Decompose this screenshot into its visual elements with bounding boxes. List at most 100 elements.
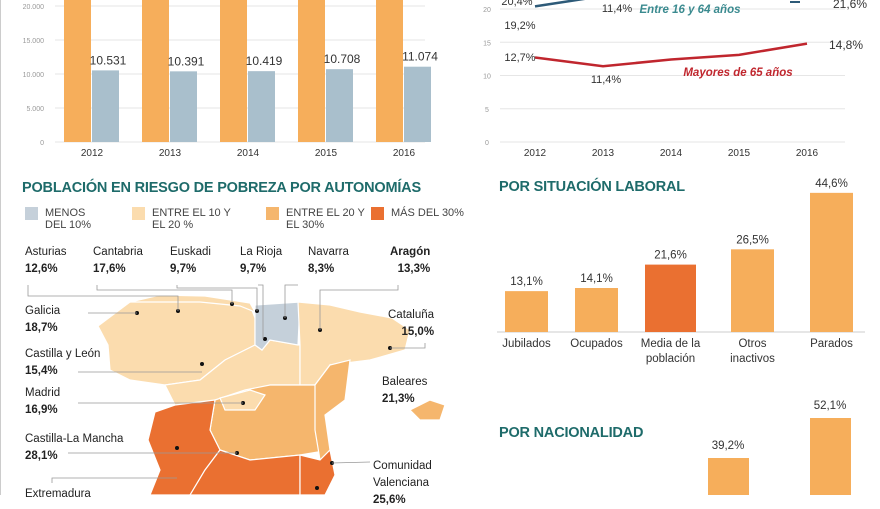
- map-point: [263, 337, 267, 341]
- region-value: 9,7%: [170, 263, 197, 275]
- x-tick-label: 2013: [159, 148, 182, 159]
- region-name: Castilla y León: [25, 348, 101, 360]
- legend-swatch: [266, 207, 279, 220]
- region-value: 18,7%: [25, 322, 58, 334]
- legend-swatch: [132, 207, 145, 220]
- map-region: [314, 359, 351, 462]
- data-label: 20,4%: [501, 0, 532, 8]
- bar-orange: [142, 0, 169, 142]
- leader-line: [51, 477, 177, 483]
- data-label: 39,2%: [712, 440, 745, 452]
- x-tick-label: 2014: [660, 148, 683, 159]
- map-point: [315, 486, 319, 490]
- region-name: Asturias: [25, 246, 67, 258]
- x-tick-label: 2012: [524, 148, 547, 159]
- region-label: Navarra 8,3%: [308, 244, 349, 278]
- nacionalidad-title: POR NACIONALIDAD: [499, 425, 644, 441]
- x-category-label: inactivos: [730, 353, 775, 365]
- series-label-mayores-65: Mayores de 65 años: [683, 67, 792, 79]
- region-value: 21,3%: [382, 393, 415, 405]
- region-value: 9,7%: [240, 263, 267, 275]
- series-label-16-64: Entre 16 y 64 años: [640, 4, 741, 16]
- x-tick-label: 2016: [796, 148, 819, 159]
- region-name: Baleares: [382, 376, 428, 388]
- data-label: 52,1%: [814, 400, 847, 412]
- data-label: 10.708: [324, 52, 361, 66]
- y-tick-label: 5: [485, 107, 489, 114]
- region-name: Cataluña: [388, 309, 435, 321]
- region-value: 8,3%: [308, 263, 335, 275]
- frame-border: [0, 0, 1, 495]
- x-category-label: Parados: [810, 338, 853, 350]
- leader-line: [96, 285, 233, 304]
- region-label: Castilla y León 15,4%: [25, 346, 100, 380]
- x-tick-label: 2015: [728, 148, 751, 159]
- region-label: Madrid 16,9%: [25, 385, 60, 419]
- region-value: 13,3%: [397, 263, 431, 275]
- data-label: 10.419: [246, 54, 283, 68]
- y-tick-label: 5.000: [26, 106, 44, 113]
- region-label: Comunidad Valenciana 25,6%: [373, 458, 443, 509]
- region-name: Extremadura: [25, 488, 91, 500]
- bar-blue: [92, 70, 119, 142]
- region-label: Castilla-La Mancha 28,1%: [25, 431, 123, 465]
- bar-blue: [170, 71, 197, 142]
- legend-swatch: [25, 207, 38, 220]
- x-category-label: Otros: [738, 338, 766, 350]
- leader-line: [176, 285, 258, 311]
- map-region: [219, 389, 266, 411]
- bar-orange: [64, 0, 91, 142]
- x-category-label: Ocupados: [570, 338, 623, 350]
- region-label: Asturias 12,6%: [25, 244, 67, 278]
- x-tick-label: 2016: [393, 148, 416, 159]
- leader-line: [27, 285, 179, 311]
- y-tick-label: 15: [483, 40, 491, 47]
- region-label: Cataluña 15,0%: [388, 307, 434, 341]
- region-name: Cantabria: [93, 246, 143, 258]
- leader-line: [284, 284, 298, 318]
- x-category-label: población: [646, 353, 695, 365]
- legend-item: MENOS DEL 10%: [25, 207, 105, 231]
- bar-orange: [298, 0, 325, 142]
- region-label: Cantabria 17,6%: [93, 244, 143, 278]
- region-name: Castilla-La Mancha: [25, 433, 124, 445]
- region-name: Aragón: [390, 246, 431, 258]
- bar-orange: [220, 0, 247, 142]
- bar: [708, 458, 749, 495]
- region-label: La Rioja 9,7%: [240, 244, 282, 278]
- bar: [810, 418, 851, 495]
- bar-blue: [248, 71, 275, 142]
- data-label: 26,5%: [736, 234, 769, 246]
- charts-canvas: 0 5.000 10.000 15.000 20.000 10.531 2012 10.391…: [23, 0, 867, 495]
- bar-blue: [404, 66, 431, 142]
- region-name: Galicia: [25, 305, 61, 317]
- laboral-title: POR SITUACIÓN LABORAL: [499, 179, 685, 195]
- y-tick-label: 0: [485, 140, 489, 147]
- data-label: 21,6%: [654, 250, 687, 262]
- y-tick-label: 20.000: [23, 4, 45, 11]
- map-point: [175, 446, 179, 450]
- legend-label: MÁS DEL 30%: [391, 207, 464, 219]
- y-tick-label: 20: [483, 7, 491, 14]
- region-name: Euskadi: [170, 246, 211, 258]
- map-region: [299, 448, 336, 495]
- y-tick-label: 10: [483, 74, 491, 81]
- line-mayores-65: [534, 42, 808, 68]
- region-name: Navarra: [308, 246, 349, 258]
- legend-label: MENOS DEL 10%: [45, 207, 92, 231]
- x-category-label: Media de la: [641, 338, 701, 350]
- data-label: 11,4%: [591, 74, 622, 86]
- data-label: 10.391: [168, 54, 205, 68]
- region-name: Madrid: [25, 387, 61, 399]
- region-value: 15,4%: [25, 365, 58, 377]
- data-label: 14,1%: [580, 273, 613, 285]
- data-label: 21,6%: [833, 0, 867, 11]
- region-name: Comunidad Valenciana: [373, 460, 432, 489]
- bar: [645, 264, 696, 332]
- leader-line: [331, 461, 371, 464]
- legend-label: ENTRE EL 20 Y EL 30%: [286, 207, 365, 231]
- map-region: [297, 301, 411, 386]
- bar: [575, 288, 618, 332]
- x-tick-label: 2015: [315, 148, 338, 159]
- map-title: POBLACIÓN EN RIESGO DE POBREZA POR AUTON…: [22, 180, 421, 196]
